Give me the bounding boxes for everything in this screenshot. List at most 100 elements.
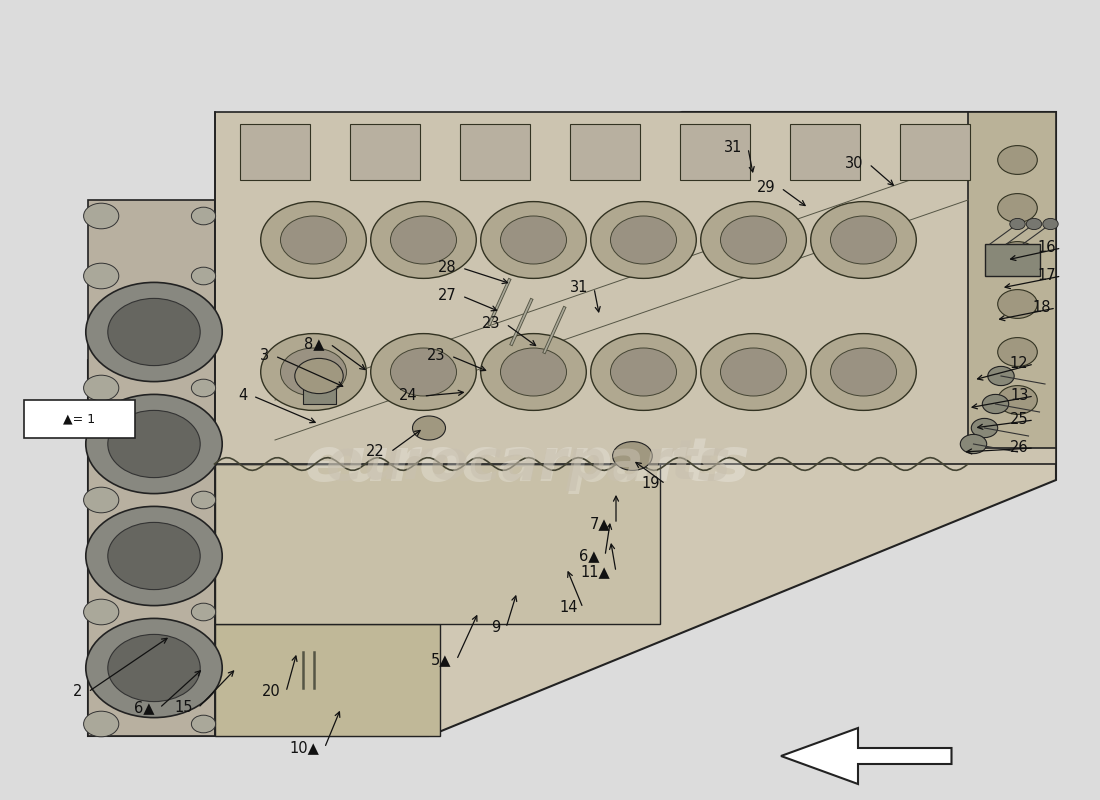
Text: ▲= 1: ▲= 1	[63, 413, 96, 426]
Circle shape	[191, 267, 216, 285]
Polygon shape	[790, 124, 860, 180]
Text: 31: 31	[570, 281, 589, 295]
Circle shape	[84, 375, 119, 401]
Polygon shape	[350, 124, 420, 180]
Text: eurocarparts: eurocarparts	[326, 437, 730, 491]
Text: 31: 31	[724, 141, 743, 155]
Polygon shape	[240, 124, 310, 180]
Circle shape	[988, 366, 1014, 386]
Circle shape	[191, 491, 216, 509]
Polygon shape	[302, 388, 336, 404]
Circle shape	[960, 434, 987, 454]
Text: 18: 18	[1032, 301, 1050, 315]
Polygon shape	[984, 244, 1040, 276]
Polygon shape	[88, 112, 1056, 736]
Circle shape	[108, 298, 200, 366]
Text: 25: 25	[1010, 413, 1028, 427]
Text: 19: 19	[641, 477, 660, 491]
Circle shape	[191, 603, 216, 621]
Text: 20: 20	[262, 685, 280, 699]
Circle shape	[86, 618, 222, 718]
Text: 24: 24	[399, 389, 418, 403]
Text: 3: 3	[261, 349, 270, 363]
Circle shape	[610, 348, 676, 396]
Circle shape	[971, 418, 998, 438]
Text: 17: 17	[1037, 269, 1056, 283]
Circle shape	[998, 386, 1037, 414]
Circle shape	[811, 202, 916, 278]
Circle shape	[84, 599, 119, 625]
Circle shape	[1010, 218, 1025, 230]
Circle shape	[280, 348, 346, 396]
Text: 7▲: 7▲	[590, 517, 610, 531]
Text: 16: 16	[1037, 241, 1056, 255]
Text: 6▲: 6▲	[579, 549, 600, 563]
Circle shape	[500, 216, 566, 264]
Text: 23: 23	[482, 317, 500, 331]
Polygon shape	[968, 112, 1056, 448]
Circle shape	[500, 348, 566, 396]
Circle shape	[998, 194, 1037, 222]
Circle shape	[108, 522, 200, 590]
Text: 5▲: 5▲	[430, 653, 451, 667]
Circle shape	[591, 202, 696, 278]
Polygon shape	[680, 124, 750, 180]
Text: 28: 28	[438, 261, 456, 275]
Text: 9: 9	[492, 621, 500, 635]
Circle shape	[610, 216, 676, 264]
Circle shape	[108, 410, 200, 478]
Circle shape	[191, 715, 216, 733]
Polygon shape	[781, 728, 952, 784]
Circle shape	[830, 216, 896, 264]
Circle shape	[84, 711, 119, 737]
Text: 13: 13	[1010, 389, 1028, 403]
Text: 22: 22	[366, 445, 385, 459]
Circle shape	[261, 202, 366, 278]
Polygon shape	[214, 624, 440, 736]
Circle shape	[295, 358, 343, 394]
Circle shape	[371, 202, 476, 278]
Text: 26: 26	[1010, 441, 1028, 455]
Text: eurocarparts: eurocarparts	[306, 434, 750, 494]
Circle shape	[481, 334, 586, 410]
Text: 29: 29	[757, 181, 776, 195]
Circle shape	[84, 487, 119, 513]
Text: 10▲: 10▲	[289, 741, 319, 755]
Text: 14: 14	[559, 601, 578, 615]
Text: 27: 27	[438, 289, 456, 303]
Circle shape	[720, 216, 786, 264]
Circle shape	[811, 334, 916, 410]
Circle shape	[371, 334, 476, 410]
Circle shape	[108, 634, 200, 702]
Circle shape	[84, 263, 119, 289]
Text: 8▲: 8▲	[304, 337, 324, 351]
Circle shape	[261, 334, 366, 410]
Circle shape	[84, 203, 119, 229]
Circle shape	[998, 146, 1037, 174]
FancyBboxPatch shape	[24, 400, 135, 438]
Circle shape	[191, 207, 216, 225]
Text: 11▲: 11▲	[581, 565, 611, 579]
Circle shape	[998, 290, 1037, 318]
Circle shape	[720, 348, 786, 396]
Circle shape	[1026, 218, 1042, 230]
Circle shape	[998, 338, 1037, 366]
Circle shape	[390, 216, 456, 264]
Text: 2: 2	[73, 685, 82, 699]
Circle shape	[86, 506, 222, 606]
Polygon shape	[214, 112, 1056, 464]
Text: 15: 15	[174, 701, 192, 715]
Circle shape	[701, 334, 806, 410]
Polygon shape	[214, 464, 660, 624]
Circle shape	[613, 442, 652, 470]
Circle shape	[591, 334, 696, 410]
Polygon shape	[88, 200, 214, 736]
Polygon shape	[460, 124, 530, 180]
Circle shape	[390, 348, 456, 396]
Polygon shape	[570, 124, 640, 180]
Circle shape	[1043, 218, 1058, 230]
Circle shape	[998, 242, 1037, 270]
Polygon shape	[900, 124, 970, 180]
Circle shape	[982, 394, 1009, 414]
Text: 4: 4	[239, 389, 248, 403]
